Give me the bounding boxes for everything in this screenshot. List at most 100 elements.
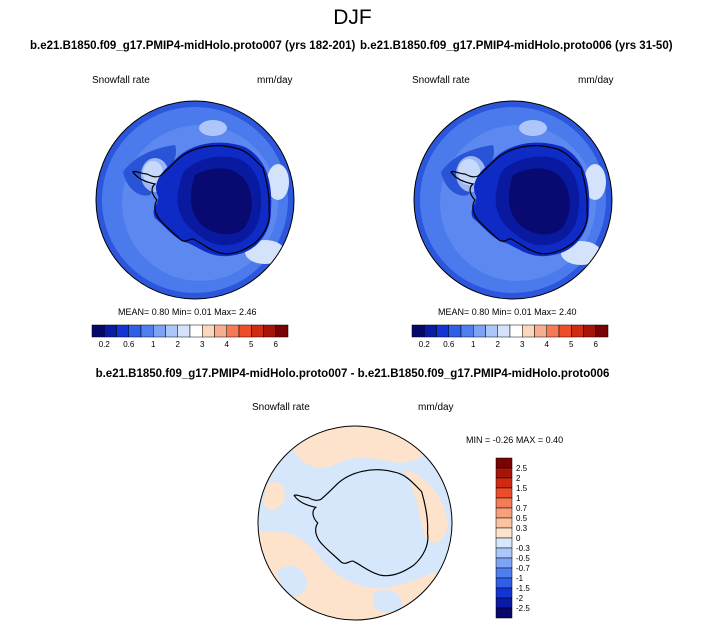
panel-2-stats: MEAN= 0.80 Min= 0.01 Max= 2.40 — [438, 307, 577, 317]
panel-2-variable: Snowfall rate — [412, 75, 470, 86]
panel-2-colorbar-tick-2: 1 — [471, 340, 476, 349]
panel-1-colorbar-tick-3: 2 — [176, 340, 181, 349]
panel-3-colorbar-tick-4: 0.7 — [516, 504, 528, 513]
antarctica-coastline — [450, 145, 588, 255]
panel-3-colorbar-tick-12: -1.5 — [516, 584, 530, 593]
panel-3-colorbar-tick-8: -0.3 — [516, 544, 530, 553]
panel-2-colorbar-swatch-6 — [485, 324, 498, 338]
panel-3-colorbar: 2.521.510.70.50.30-0.3-0.5-0.7-1-1.5-2-2… — [495, 457, 530, 619]
panel-1-colorbar-swatch-14 — [263, 324, 276, 338]
panel-3-colorbar-tick-11: -1 — [516, 574, 524, 583]
panel-3-colorbar-swatch-10 — [495, 557, 513, 569]
panel-1-min: 0.01 — [194, 307, 212, 317]
panel-1-colorbar-swatch-9 — [202, 324, 215, 338]
panel-1-colorbar-swatch-5 — [153, 324, 166, 338]
panel-3-colorbar-swatch-1 — [495, 467, 513, 479]
panel-1-colorbar-swatch-1 — [104, 324, 117, 338]
panel-2-colorbar-swatch-3 — [448, 324, 462, 338]
panel-1-mean: 0.80 — [151, 307, 170, 317]
panel-3-colorbar-swatch-4 — [495, 497, 513, 509]
panel-2-colorbar-tick-1: 0.6 — [443, 340, 455, 349]
main-title: DJF — [333, 6, 372, 29]
panel-2-colorbar-tick-0: 0.2 — [419, 340, 431, 349]
panel-2-polar-map — [413, 100, 613, 300]
panel-1-variable: Snowfall rate — [92, 75, 150, 86]
panel-1-colorbar-tick-0: 0.2 — [99, 340, 111, 349]
panel-3-colorbar-swatch-11 — [495, 567, 513, 579]
panel-2-colorbar-swatch-12 — [558, 324, 572, 338]
panel-1-colorbar-swatch-12 — [238, 324, 252, 338]
panel-2-colorbar-tick-3: 2 — [496, 340, 501, 349]
panel-1-colorbar-swatch-8 — [189, 324, 203, 338]
panel-1-colorbar-swatch-10 — [214, 324, 227, 338]
panel-2-colorbar-swatch-15 — [595, 324, 609, 338]
panel-1-polar-map — [95, 100, 295, 300]
snow-patch-high-4 — [519, 120, 547, 136]
panel-1-colorbar-tick-6: 5 — [249, 340, 254, 349]
map-border — [257, 425, 453, 621]
panel-1-colorbar-swatch-7 — [177, 324, 191, 338]
diff-patch-positive-4 — [262, 481, 285, 510]
panel-3-colorbar-tick-1: 2 — [516, 474, 521, 483]
panel-2-colorbar-swatch-8 — [509, 324, 523, 338]
panel-3-colorbar-swatch-8 — [495, 537, 513, 549]
panel-2-colorbar-swatch-4 — [460, 324, 474, 338]
panel-1-colorbar-swatch-11 — [226, 324, 240, 338]
panel-2-colorbar-swatch-2 — [436, 324, 449, 338]
panel-3-polar-map — [257, 425, 453, 621]
panel-3-colorbar-tick-7: 0 — [516, 534, 521, 543]
panel-1-title: b.e21.B1850.f09_g17.PMIP4-midHolo.proto0… — [30, 40, 356, 52]
panel-3-colorbar-swatch-2 — [495, 477, 513, 489]
panel-3-colorbar-swatch-14 — [495, 597, 513, 609]
antarctica-field-core — [508, 168, 570, 235]
panel-3-colorbar-tick-14: -2.5 — [516, 604, 530, 613]
panel-3-colorbar-tick-3: 1 — [516, 494, 521, 503]
panel-1-colorbar-tick-2: 1 — [151, 340, 156, 349]
panel-2-colorbar-swatch-5 — [473, 324, 486, 338]
panel-1-max: 2.46 — [238, 307, 257, 317]
snow-patch-high-4 — [199, 120, 227, 136]
map-border — [95, 100, 295, 300]
panel-1-stats: MEAN= 0.80 Min= 0.01 Max= 2.46 — [118, 307, 257, 317]
panel-3-colorbar-swatch-5 — [495, 507, 513, 519]
snow-patch-high-2 — [267, 164, 289, 200]
panel-3-colorbar-tick-5: 0.5 — [516, 514, 528, 523]
panel-1-colorbar-swatch-2 — [116, 324, 129, 338]
panel-2-colorbar-tick-6: 5 — [569, 340, 574, 349]
panel-3-title: b.e21.B1850.f09_g17.PMIP4-midHolo.proto0… — [95, 368, 610, 380]
panel-3-colorbar-swatch-13 — [495, 587, 513, 599]
panel-1-colorbar-tick-7: 6 — [274, 340, 279, 349]
panel-1-colorbar-tick-4: 3 — [200, 340, 205, 349]
panel-1-colorbar-swatch-15 — [275, 324, 289, 338]
panel-2-mean: 0.80 — [471, 307, 490, 317]
panel-2-colorbar: 0.2 0.6 1 2 3 4 5 6 — [411, 324, 609, 349]
panel-3-colorbar-tick-9: -0.5 — [516, 554, 530, 563]
panel-1-colorbar-swatch-0 — [91, 324, 105, 338]
panel-1-units: mm/day — [257, 75, 293, 86]
panel-1-colorbar: 0.2 0.6 1 2 3 4 5 6 — [91, 324, 289, 349]
panel-3-colorbar-swatch-0 — [495, 457, 513, 469]
panel-2-colorbar-swatch-14 — [583, 324, 596, 338]
panel-3-min: -0.26 — [492, 435, 514, 445]
antarctica-coastline — [132, 145, 270, 255]
diff-patch-positive-1 — [286, 426, 427, 468]
panel-1-colorbar-tick-5: 4 — [225, 340, 230, 349]
panel-2-colorbar-tick-4: 3 — [520, 340, 525, 349]
panel-1-colorbar-swatch-3 — [128, 324, 142, 338]
panel-3-colorbar-tick-13: -2 — [516, 594, 524, 603]
panel-3-colorbar-swatch-9 — [495, 547, 513, 559]
panel-3-colorbar-swatch-15 — [495, 607, 513, 619]
panel-2-colorbar-tick-5: 4 — [545, 340, 550, 349]
panel-2-colorbar-swatch-9 — [522, 324, 535, 338]
panel-3-variable: Snowfall rate — [252, 402, 310, 413]
panel-3-colorbar-swatch-12 — [495, 577, 513, 589]
panel-2-colorbar-swatch-10 — [534, 324, 547, 338]
panel-2-colorbar-swatch-13 — [571, 324, 584, 338]
panel-3-colorbar-tick-2: 1.5 — [516, 484, 528, 493]
panel-3-colorbar-tick-10: -0.7 — [516, 564, 530, 573]
panel-2-colorbar-swatch-0 — [411, 324, 425, 338]
panel-2-units: mm/day — [578, 75, 614, 86]
panel-1-colorbar-swatch-6 — [165, 324, 178, 338]
panel-3-units: mm/day — [418, 402, 454, 413]
panel-2-colorbar-tick-7: 6 — [594, 340, 599, 349]
